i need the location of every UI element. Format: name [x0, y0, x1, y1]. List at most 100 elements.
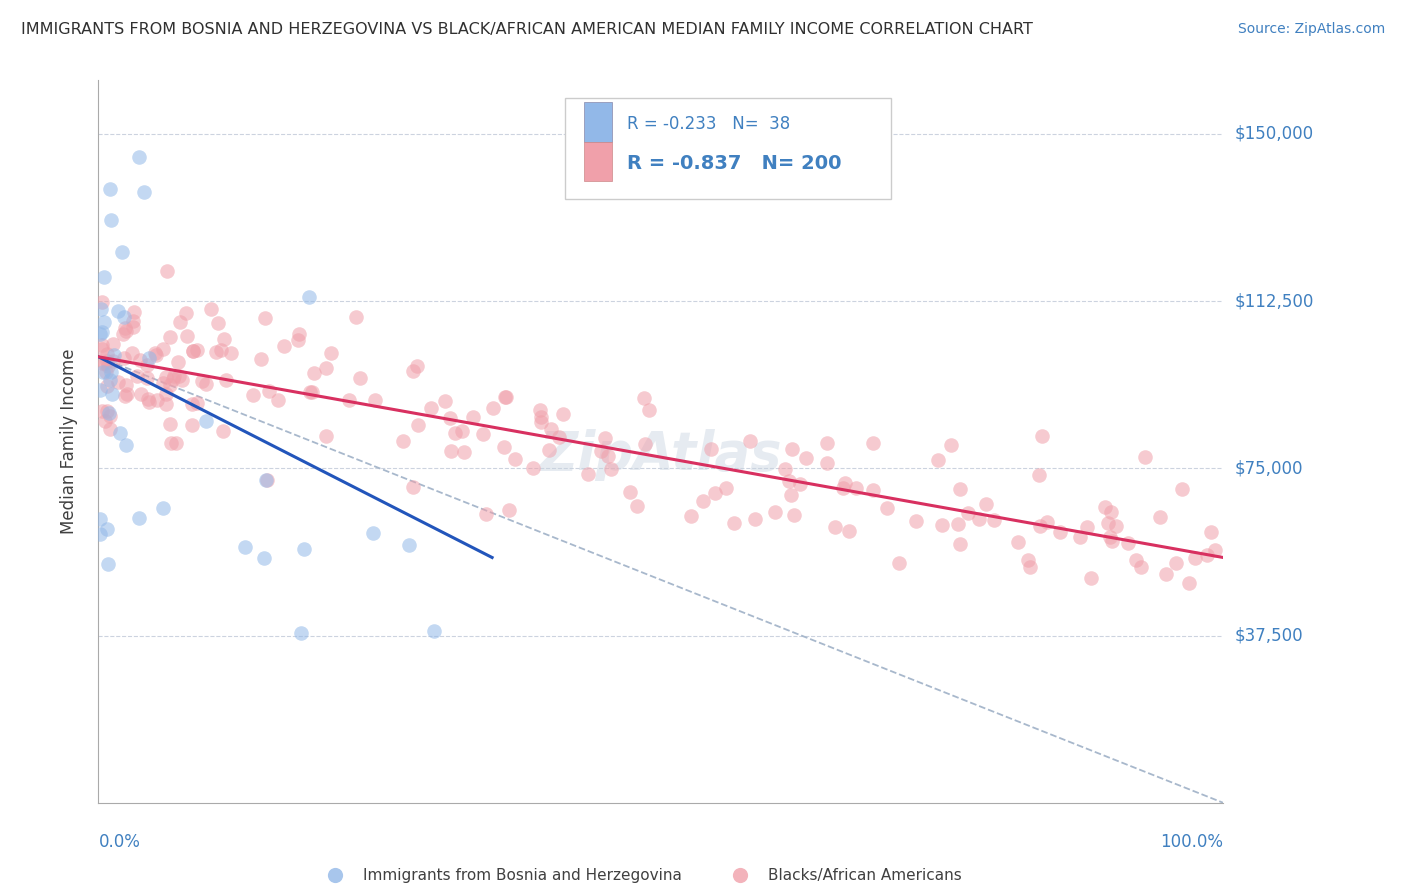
- Point: [838, 524, 860, 538]
- Text: 100.0%: 100.0%: [1160, 833, 1223, 851]
- Point: [100, 213, 122, 227]
- Point: [169, 368, 191, 383]
- Point: [122, 320, 145, 334]
- Point: [931, 518, 953, 533]
- Point: [165, 436, 187, 450]
- Point: [337, 392, 360, 407]
- Point: [155, 387, 177, 401]
- Point: [90, 295, 112, 310]
- Point: [138, 351, 160, 365]
- Point: [392, 434, 415, 448]
- Point: [633, 391, 655, 405]
- Point: [205, 345, 228, 359]
- Point: [143, 346, 166, 360]
- Point: [974, 496, 997, 510]
- Point: [1099, 505, 1122, 519]
- Point: [775, 461, 797, 475]
- Point: [100, 366, 122, 380]
- Point: [299, 384, 322, 399]
- Point: [94, 414, 117, 428]
- Point: [267, 392, 290, 407]
- Point: [439, 411, 461, 425]
- Point: [169, 315, 191, 329]
- Point: [831, 481, 853, 495]
- Point: [298, 290, 321, 304]
- Point: [876, 500, 898, 515]
- Point: [155, 396, 177, 410]
- Point: [186, 395, 208, 409]
- Point: [111, 244, 134, 259]
- Point: [90, 796, 112, 810]
- Point: [160, 436, 183, 450]
- Point: [93, 270, 115, 285]
- Point: [96, 404, 118, 418]
- Point: [1031, 429, 1053, 443]
- Point: [89, 512, 111, 526]
- Point: [108, 425, 131, 440]
- Point: [96, 354, 118, 368]
- Point: [273, 338, 295, 352]
- Text: R = -0.233   N=  38: R = -0.233 N= 38: [627, 115, 790, 133]
- Point: [494, 440, 516, 454]
- Point: [904, 514, 927, 528]
- Point: [453, 444, 475, 458]
- Point: [101, 387, 124, 401]
- Point: [1199, 525, 1222, 540]
- Point: [1007, 534, 1029, 549]
- Point: [1184, 551, 1206, 566]
- Point: [529, 403, 551, 417]
- Point: [349, 371, 371, 385]
- Point: [1080, 570, 1102, 584]
- Point: [789, 477, 811, 491]
- Point: [155, 369, 177, 384]
- Point: [593, 432, 616, 446]
- Point: [538, 442, 561, 457]
- Point: [824, 520, 846, 534]
- Text: 0.0%: 0.0%: [98, 833, 141, 851]
- Point: [91, 365, 114, 379]
- Point: [794, 450, 817, 465]
- Point: [125, 368, 148, 383]
- Point: [1116, 536, 1139, 550]
- Text: Blacks/African Americans: Blacks/African Americans: [768, 868, 962, 882]
- Point: [128, 511, 150, 525]
- FancyBboxPatch shape: [585, 102, 613, 142]
- Point: [1164, 556, 1187, 570]
- Point: [90, 301, 112, 316]
- Point: [1178, 576, 1201, 591]
- Point: [215, 373, 238, 387]
- Point: [124, 305, 146, 319]
- Point: [112, 310, 135, 325]
- Point: [159, 417, 181, 432]
- Point: [135, 359, 157, 373]
- Point: [949, 537, 972, 551]
- Point: [287, 333, 309, 347]
- Point: [115, 325, 138, 339]
- Point: [503, 451, 526, 466]
- Point: [1017, 552, 1039, 566]
- Text: $75,000: $75,000: [1234, 459, 1303, 477]
- Point: [600, 462, 623, 476]
- Point: [364, 392, 387, 407]
- Point: [242, 387, 264, 401]
- Point: [166, 354, 188, 368]
- Point: [461, 409, 484, 424]
- Point: [159, 378, 181, 392]
- Point: [475, 508, 498, 522]
- Point: [591, 444, 613, 458]
- Point: [128, 150, 150, 164]
- FancyBboxPatch shape: [565, 98, 891, 200]
- Point: [637, 403, 659, 417]
- Point: [174, 306, 197, 320]
- Point: [1076, 520, 1098, 534]
- Point: [634, 437, 657, 451]
- Point: [723, 516, 745, 530]
- Point: [181, 343, 204, 358]
- Point: [121, 314, 143, 328]
- Point: [740, 434, 762, 449]
- Point: [406, 417, 429, 432]
- Point: [211, 424, 233, 438]
- Point: [93, 355, 115, 369]
- Point: [176, 328, 198, 343]
- Point: [423, 624, 446, 638]
